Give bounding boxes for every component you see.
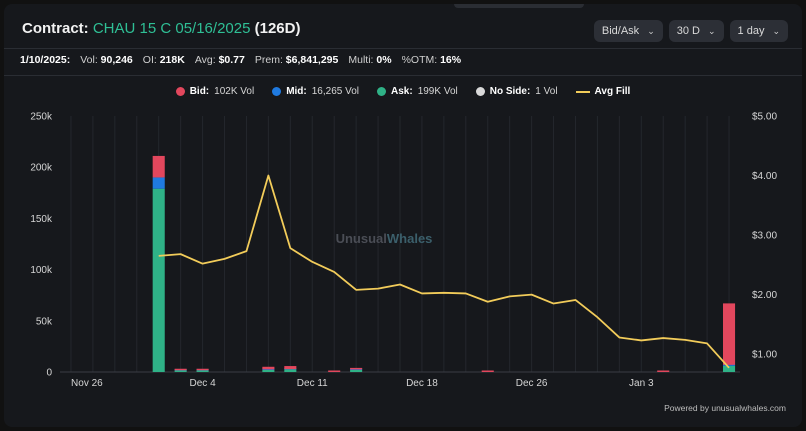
bar-bid (328, 370, 341, 372)
y-right-tick-label: $3.00 (752, 231, 777, 242)
y-right-tick-label: $5.00 (752, 112, 777, 123)
chart-legend: Bid: 102K Vol Mid: 16,265 Vol Ask: 199K Vol… (4, 86, 802, 97)
stats-volume: Vol: 90,246 (80, 54, 133, 66)
legend-no-side[interactable]: No Side: 1 Vol (475, 86, 558, 97)
days-to-expiry: (126D) (254, 20, 301, 37)
bar-ask (196, 370, 209, 372)
x-tick-label: Dec 11 (297, 378, 328, 389)
bar-bid (723, 303, 736, 365)
y-left-tick-label: 200k (30, 163, 53, 174)
legend-bid[interactable]: Bid: 102K Vol (175, 86, 254, 97)
side-select-label: Bid/Ask (601, 25, 640, 37)
stats-avg: Avg: $0.77 (194, 54, 245, 66)
stats-date: 1/10/2025: (20, 54, 71, 66)
y-left-tick-label: 250k (30, 112, 53, 123)
range-select[interactable]: 30 D ⌄ (668, 20, 724, 42)
stats-multi: Multi: 0% (348, 54, 392, 66)
stats-otm: %OTM: 16% (401, 54, 462, 66)
bar-ask (284, 369, 297, 372)
legend-avg-fill[interactable]: Avg Fill (575, 86, 630, 97)
chevron-down-icon: ⌄ (647, 26, 655, 36)
y-right-tick-label: $4.00 (752, 171, 777, 182)
chart-controls: Bid/Ask ⌄ 30 D ⌄ 1 day ⌄ (593, 20, 788, 42)
mid-dot-icon (272, 87, 282, 96)
no-side-dot-icon (475, 87, 485, 96)
watermark: UnusualWhales (336, 231, 433, 246)
stats-row: 1/10/2025: Vol: 90,246 OI: 218K Avg: $0.… (20, 54, 461, 66)
bar-bid (657, 370, 670, 372)
avg-fill-line (158, 174, 730, 369)
interval-select-label: 1 day (737, 25, 765, 37)
y-left-tick-label: 50k (36, 316, 53, 327)
header-divider (4, 48, 802, 49)
chevron-down-icon: ⌄ (707, 26, 716, 36)
stats-oi: OI: 218K (142, 54, 185, 66)
powered-by[interactable]: Powered by unusualwhales.com (664, 403, 786, 413)
avg-fill-line-icon (575, 90, 590, 93)
top-handle (454, 4, 584, 8)
chevron-down-icon: ⌄ (772, 26, 780, 36)
bar-ask (350, 369, 363, 372)
side-select[interactable]: Bid/Ask ⌄ (593, 20, 663, 42)
bar-bid (284, 366, 297, 370)
y-left-tick-label: 150k (30, 214, 53, 225)
legend-mid[interactable]: Mid: 16,265 Vol (272, 86, 359, 97)
legend-ask[interactable]: Ask: 199K Vol (377, 86, 458, 97)
contract-name[interactable]: CHAU 15 C 05/16/2025 (92, 20, 251, 37)
x-tick-label: Dec 18 (406, 378, 438, 389)
range-select-label: 30 D (676, 25, 700, 37)
bar-mid (152, 177, 165, 189)
x-tick-label: Dec 26 (516, 378, 548, 389)
x-tick-label: Jan 3 (629, 378, 654, 389)
bar-ask (723, 365, 736, 372)
bar-bid (262, 366, 275, 370)
bar-bid (152, 155, 165, 178)
y-right-tick-label: $1.00 (752, 350, 777, 361)
y-left-tick-label: 0 (46, 368, 52, 379)
bar-ask (174, 370, 187, 372)
bar-ask (152, 188, 165, 372)
stats-premium: Prem: $6,841,295 (254, 54, 339, 66)
bar-mid (723, 364, 736, 366)
x-tick-label: Nov 26 (71, 378, 103, 389)
bar-bid (174, 368, 187, 371)
card-header: Contract: CHAU 15 C 05/16/2025 (126D) Bi… (4, 12, 802, 48)
ask-dot-icon (377, 87, 386, 96)
bar-ask (262, 369, 275, 372)
contract-title: Contract: CHAU 15 C 05/16/2025 (126D) (22, 20, 300, 37)
interval-select[interactable]: 1 day ⌄ (729, 20, 788, 42)
bar-bid (196, 368, 209, 371)
title-prefix: Contract: (22, 20, 89, 37)
bid-dot-icon (175, 87, 185, 96)
bar-bid (350, 367, 363, 370)
stats-divider (4, 75, 802, 76)
x-tick-label: Dec 4 (190, 378, 217, 389)
bar-bid (481, 370, 494, 372)
y-right-tick-label: $2.00 (752, 290, 777, 301)
y-left-tick-label: 100k (30, 265, 53, 276)
